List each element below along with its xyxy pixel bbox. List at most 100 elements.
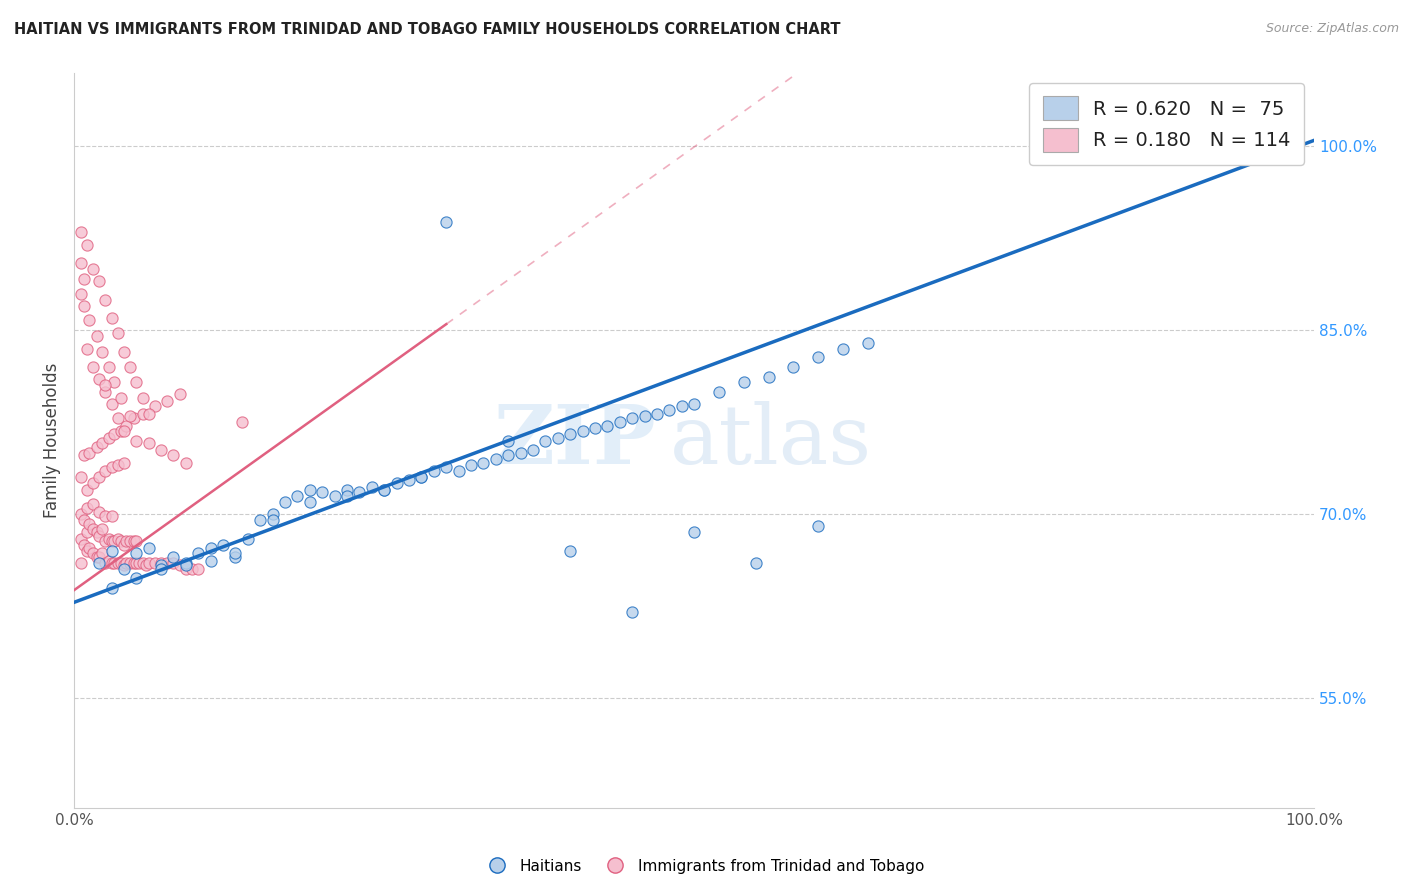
Point — [472, 456, 495, 470]
Point — [621, 605, 644, 619]
Point — [73, 299, 96, 313]
Point — [150, 558, 173, 573]
Point — [336, 483, 359, 497]
Point — [128, 556, 150, 570]
Point — [125, 375, 148, 389]
Point — [76, 500, 98, 515]
Point — [187, 562, 209, 576]
Point — [571, 424, 593, 438]
Point — [385, 476, 408, 491]
Point — [100, 509, 122, 524]
Point — [73, 513, 96, 527]
Point — [86, 440, 108, 454]
Point — [120, 359, 142, 374]
Point — [76, 342, 98, 356]
Point — [69, 556, 91, 570]
Y-axis label: Family Households: Family Households — [44, 363, 60, 518]
Point — [122, 411, 145, 425]
Text: ZIP: ZIP — [495, 401, 657, 481]
Point — [94, 509, 117, 524]
Point — [90, 546, 112, 560]
Point — [120, 533, 142, 548]
Text: atlas: atlas — [669, 401, 872, 481]
Point — [107, 326, 129, 340]
Point — [77, 313, 100, 327]
Point — [94, 556, 117, 570]
Point — [200, 541, 222, 556]
Point — [485, 451, 508, 466]
Point — [150, 556, 173, 570]
Point — [360, 480, 382, 494]
Point — [373, 483, 395, 497]
Point — [103, 427, 125, 442]
Point — [745, 556, 768, 570]
Point — [100, 397, 122, 411]
Point — [77, 446, 100, 460]
Point — [447, 464, 470, 478]
Point — [112, 456, 135, 470]
Point — [169, 558, 191, 573]
Point — [658, 403, 681, 417]
Point — [87, 372, 110, 386]
Point — [162, 549, 184, 564]
Point — [807, 519, 830, 533]
Point — [143, 556, 166, 570]
Point — [311, 485, 333, 500]
Point — [86, 549, 108, 564]
Point — [131, 556, 153, 570]
Point — [645, 407, 668, 421]
Point — [336, 489, 359, 503]
Point — [274, 495, 297, 509]
Point — [547, 431, 569, 445]
Point — [298, 495, 321, 509]
Point — [707, 384, 730, 399]
Point — [73, 448, 96, 462]
Point — [560, 427, 582, 442]
Point — [100, 581, 122, 595]
Point — [162, 448, 184, 462]
Point — [671, 399, 693, 413]
Point — [69, 286, 91, 301]
Point — [87, 529, 110, 543]
Point — [125, 546, 148, 560]
Point — [411, 470, 433, 484]
Point — [120, 556, 142, 570]
Point — [856, 335, 879, 350]
Point — [110, 533, 132, 548]
Point — [174, 556, 197, 570]
Point — [174, 562, 197, 576]
Point — [110, 391, 132, 405]
Point — [224, 549, 246, 564]
Point — [596, 418, 619, 433]
Point — [86, 329, 108, 343]
Point — [174, 456, 197, 470]
Point — [100, 311, 122, 326]
Point — [110, 424, 132, 438]
Point — [76, 525, 98, 540]
Point — [90, 522, 112, 536]
Point — [69, 470, 91, 484]
Point — [125, 571, 148, 585]
Point — [683, 397, 706, 411]
Point — [112, 345, 135, 359]
Point — [187, 546, 209, 560]
Point — [138, 436, 160, 450]
Point — [115, 418, 138, 433]
Point — [122, 556, 145, 570]
Point — [100, 460, 122, 475]
Point — [496, 434, 519, 448]
Point — [125, 556, 148, 570]
Point — [94, 293, 117, 307]
Point — [423, 464, 446, 478]
Point — [434, 460, 457, 475]
Point — [298, 483, 321, 497]
Point — [143, 399, 166, 413]
Point — [98, 553, 121, 567]
Point — [90, 345, 112, 359]
Point — [200, 553, 222, 567]
Point — [621, 411, 644, 425]
Point — [76, 483, 98, 497]
Point — [262, 507, 284, 521]
Text: Source: ZipAtlas.com: Source: ZipAtlas.com — [1265, 22, 1399, 36]
Point — [174, 558, 197, 573]
